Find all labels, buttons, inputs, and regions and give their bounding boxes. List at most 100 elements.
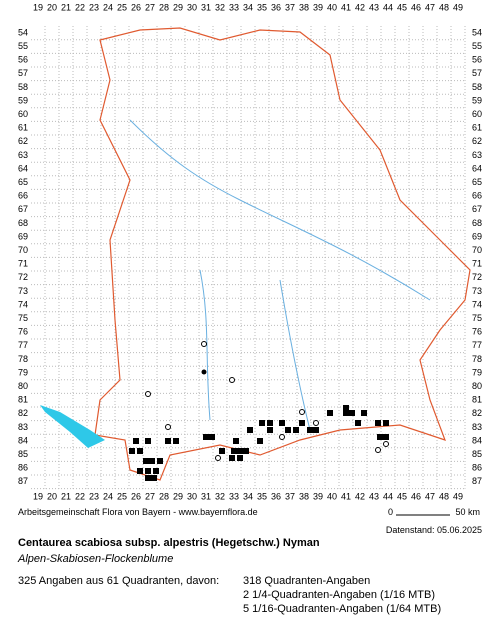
row-label: 62 xyxy=(18,136,28,146)
column-label: 46 xyxy=(411,2,421,12)
row-label: 74 xyxy=(18,299,28,309)
column-label: 22 xyxy=(75,2,85,12)
column-label: 23 xyxy=(89,2,99,12)
row-label: 59 xyxy=(18,95,28,105)
column-label: 45 xyxy=(397,491,407,501)
column-label: 20 xyxy=(47,491,57,501)
row-label: 62 xyxy=(472,136,482,146)
row-label: 60 xyxy=(18,109,28,119)
row-label: 75 xyxy=(18,313,28,323)
column-label: 41 xyxy=(341,491,351,501)
row-label: 80 xyxy=(18,381,28,391)
records xyxy=(129,369,389,481)
row-label: 76 xyxy=(18,327,28,337)
column-label: 21 xyxy=(61,491,71,501)
row-label: 78 xyxy=(18,354,28,364)
row-label: 67 xyxy=(18,204,28,214)
row-label: 81 xyxy=(472,395,482,405)
row-label: 86 xyxy=(18,463,28,473)
column-label: 36 xyxy=(271,491,281,501)
row-label: 64 xyxy=(18,163,28,173)
summary-detail: 2 1/4-Quadranten-Angaben (1/16 MTB) xyxy=(243,589,435,601)
row-label: 70 xyxy=(18,245,28,255)
column-label: 45 xyxy=(397,2,407,12)
credit: Arbeitsgemeinschaft Flora von Bayern - w… xyxy=(18,507,258,517)
row-label: 57 xyxy=(472,68,482,78)
column-label: 21 xyxy=(61,2,71,12)
row-label: 85 xyxy=(472,449,482,459)
row-label: 58 xyxy=(18,82,28,92)
row-label: 60 xyxy=(472,109,482,119)
column-label: 32 xyxy=(215,2,225,12)
row-label: 79 xyxy=(472,367,482,377)
row-label: 65 xyxy=(472,177,482,187)
column-label: 27 xyxy=(145,491,155,501)
column-label: 29 xyxy=(173,2,183,12)
column-label: 37 xyxy=(285,2,295,12)
row-label: 61 xyxy=(18,123,28,133)
column-label: 40 xyxy=(327,491,337,501)
column-label: 25 xyxy=(117,2,127,12)
column-label: 28 xyxy=(159,491,169,501)
column-label: 31 xyxy=(201,2,211,12)
column-label: 19 xyxy=(33,491,43,501)
column-label: 20 xyxy=(47,2,57,12)
row-label: 78 xyxy=(472,354,482,364)
column-label: 41 xyxy=(341,2,351,12)
column-label: 43 xyxy=(369,491,379,501)
column-label: 29 xyxy=(173,491,183,501)
scale-end: 50 km xyxy=(455,507,480,517)
column-label: 33 xyxy=(229,2,239,12)
row-label: 82 xyxy=(472,408,482,418)
row-label: 54 xyxy=(472,27,482,37)
column-label: 28 xyxy=(159,2,169,12)
column-label: 42 xyxy=(355,491,365,501)
summary-detail: 5 1/16-Quadranten-Angaben (1/64 MTB) xyxy=(243,603,441,615)
column-label: 39 xyxy=(313,2,323,12)
column-label: 27 xyxy=(145,2,155,12)
row-label: 74 xyxy=(472,299,482,309)
column-label: 33 xyxy=(229,491,239,501)
column-label: 44 xyxy=(383,491,393,501)
column-label: 30 xyxy=(187,491,197,501)
row-label: 57 xyxy=(18,68,28,78)
row-label: 83 xyxy=(18,422,28,432)
row-label: 71 xyxy=(18,259,28,269)
row-label: 71 xyxy=(472,259,482,269)
column-label: 26 xyxy=(131,491,141,501)
column-label: 42 xyxy=(355,2,365,12)
scale-start: 0 xyxy=(388,507,393,517)
row-label: 82 xyxy=(18,408,28,418)
column-label: 23 xyxy=(89,491,99,501)
column-label: 31 xyxy=(201,491,211,501)
row-label: 69 xyxy=(472,231,482,241)
row-label: 63 xyxy=(18,150,28,160)
column-label: 43 xyxy=(369,2,379,12)
row-label: 54 xyxy=(18,27,28,37)
row-label: 79 xyxy=(18,367,28,377)
rivers xyxy=(129,119,431,431)
column-label: 49 xyxy=(453,491,463,501)
row-label: 58 xyxy=(472,82,482,92)
grid: 19 19 20 20 21 21 22 22 23 23 24 24 25 25 26 26 27 27 28 28… xyxy=(18,2,482,501)
row-label: 86 xyxy=(472,463,482,473)
row-label: 75 xyxy=(472,313,482,323)
column-label: 30 xyxy=(187,2,197,12)
column-label: 49 xyxy=(453,2,463,12)
row-label: 70 xyxy=(472,245,482,255)
column-label: 47 xyxy=(425,491,435,501)
row-label: 66 xyxy=(472,191,482,201)
column-label: 47 xyxy=(425,2,435,12)
row-label: 83 xyxy=(472,422,482,432)
row-label: 65 xyxy=(18,177,28,187)
row-label: 77 xyxy=(472,340,482,350)
sub-records xyxy=(145,341,389,461)
column-label: 48 xyxy=(439,2,449,12)
row-label: 69 xyxy=(18,231,28,241)
row-label: 76 xyxy=(472,327,482,337)
column-label: 26 xyxy=(131,2,141,12)
column-label: 24 xyxy=(103,491,113,501)
column-label: 25 xyxy=(117,491,127,501)
common-name: Alpen-Skabiosen-Flockenblume xyxy=(17,553,173,565)
